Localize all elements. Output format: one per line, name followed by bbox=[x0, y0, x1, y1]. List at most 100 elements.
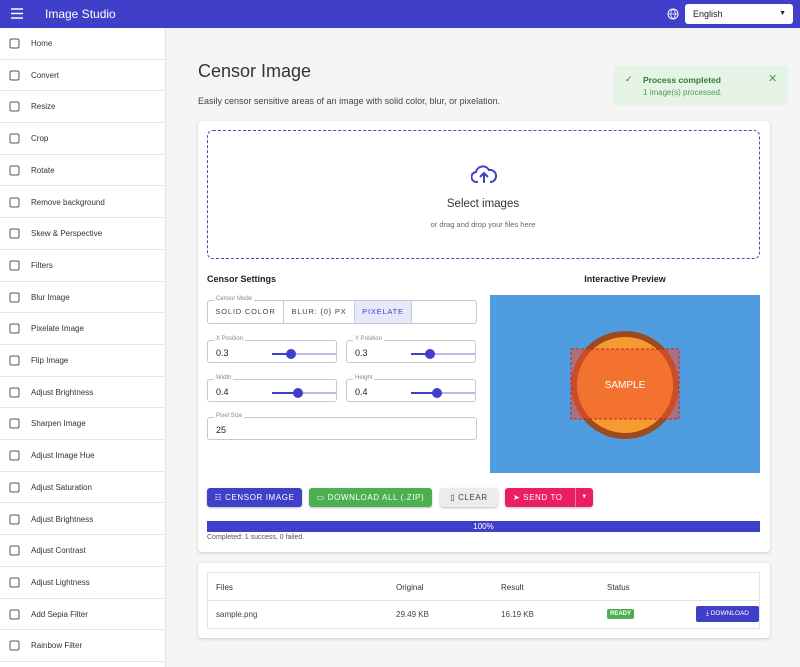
toast-message: 1 image(s) processed. bbox=[643, 88, 723, 97]
progress-bar: 100% bbox=[207, 521, 760, 532]
sidebar-label: Resize bbox=[31, 102, 56, 112]
table-header: Original bbox=[396, 583, 424, 592]
toast-close[interactable]: ✕ bbox=[768, 73, 778, 85]
field-value: 0.3 bbox=[216, 348, 229, 358]
sidebar-item[interactable]: Adjust Brightness bbox=[0, 377, 166, 409]
sidebar-label: Skew & Perspective bbox=[31, 229, 103, 239]
sidebar-item[interactable]: Pixelate Image bbox=[0, 313, 166, 345]
sidebar-icon bbox=[9, 70, 20, 81]
field-label: X Position bbox=[214, 336, 246, 342]
button-label: CLEAR bbox=[458, 493, 488, 502]
sidebar-item[interactable]: Adjust Contrast bbox=[0, 535, 166, 567]
field-value: 0.3 bbox=[355, 348, 368, 358]
mode-option[interactable]: SOLID COLOR bbox=[208, 301, 284, 323]
sidebar-item[interactable]: Rainbow Filter bbox=[0, 630, 166, 662]
table-cell: 29.49 KB bbox=[396, 610, 429, 619]
sidebar-icon bbox=[9, 165, 20, 176]
page-description: Easily censor sensitive areas of an imag… bbox=[198, 96, 501, 106]
sidebar: Home Convert Resize Crop Rotate Remove backgr… bbox=[0, 28, 166, 667]
button-label: DOWNLOAD ALL (.ZIP) bbox=[327, 493, 425, 502]
sidebar-icon bbox=[9, 197, 20, 207]
button-label: CENSOR IMAGE bbox=[225, 493, 295, 502]
sidebar-icon bbox=[9, 450, 20, 461]
slider-thumb[interactable] bbox=[431, 388, 442, 398]
progress-status: Completed: 1 success, 0 failed. bbox=[207, 534, 305, 541]
slider-thumb[interactable] bbox=[292, 388, 303, 398]
app-title: Image Studio bbox=[45, 7, 116, 21]
field-value: 25 bbox=[216, 425, 227, 435]
sidebar-icon bbox=[9, 133, 20, 144]
download-all-button[interactable]: ▭ DOWNLOAD ALL (.ZIP) bbox=[309, 488, 432, 507]
sidebar-label: Remove background bbox=[31, 197, 105, 207]
slider-track[interactable] bbox=[272, 349, 336, 359]
sidebar-item[interactable]: Remove background bbox=[0, 187, 166, 219]
sidebar-icon bbox=[9, 609, 20, 620]
dropzone-subtitle: or drag and drop your files here bbox=[430, 220, 536, 229]
table-header: Files bbox=[216, 583, 233, 592]
language-select[interactable]: English ▼ bbox=[685, 4, 793, 24]
button-label: SEND TO bbox=[523, 493, 563, 502]
slider-thumb[interactable] bbox=[425, 349, 436, 359]
sidebar-item[interactable]: Crop bbox=[0, 123, 166, 155]
sidebar-label: Rotate bbox=[31, 165, 55, 175]
dropzone[interactable]: Select images or drag and drop your file… bbox=[207, 130, 760, 259]
sidebar-icon bbox=[9, 514, 20, 524]
sidebar-icon bbox=[9, 418, 20, 429]
page-title: Censor Image bbox=[198, 61, 312, 81]
position-field: Height 0.4 bbox=[346, 375, 476, 402]
sidebar-label: Adjust Lightness bbox=[31, 577, 90, 587]
sidebar-label: Crop bbox=[31, 134, 49, 144]
field-label: Height bbox=[353, 375, 375, 381]
sidebar-item[interactable]: Rotate bbox=[0, 155, 166, 187]
table-divider bbox=[207, 600, 760, 601]
download-button[interactable]: ⤓ DOWNLOAD bbox=[696, 606, 759, 622]
sidebar-item[interactable]: Convert bbox=[0, 60, 166, 92]
field-value: 0.4 bbox=[216, 387, 229, 397]
sidebar-label: Flip Image bbox=[31, 356, 69, 365]
sidebar-item[interactable]: Add Sepia Filter bbox=[0, 599, 166, 631]
clear-button[interactable]: ▯ CLEAR bbox=[440, 488, 498, 507]
slider-track[interactable] bbox=[411, 388, 475, 398]
sidebar-item[interactable]: Flip Image bbox=[0, 345, 166, 377]
menu-icon[interactable] bbox=[11, 8, 23, 19]
preview-canvas: SAMPLE bbox=[490, 295, 760, 473]
sidebar-label: Adjust Image Hue bbox=[31, 451, 95, 461]
upload-icon bbox=[471, 165, 497, 183]
slider-track[interactable] bbox=[272, 388, 336, 398]
slider-fill bbox=[411, 392, 437, 394]
field-label: Censor Mode bbox=[214, 296, 255, 302]
sidebar-icon bbox=[9, 101, 20, 112]
send-to-button[interactable]: ➤ SEND TO ▼ bbox=[505, 488, 593, 507]
mode-option[interactable]: BLUR: {0} PX bbox=[284, 301, 355, 323]
preview-title: Interactive Preview bbox=[584, 274, 666, 284]
mode-option[interactable]: PIXELATE bbox=[355, 301, 412, 323]
sidebar-item[interactable]: Sharpen Image bbox=[0, 408, 166, 441]
sidebar-item[interactable]: Blur Image bbox=[0, 282, 166, 314]
sidebar-item[interactable]: Adjust Lightness bbox=[0, 567, 166, 599]
sidebar-label: Sharpen Image bbox=[31, 419, 86, 429]
dropzone-title: Select images bbox=[446, 198, 520, 210]
sidebar-item[interactable]: Skew & Perspective bbox=[0, 218, 166, 250]
sidebar-icon bbox=[9, 228, 20, 239]
sidebar-item[interactable]: Home bbox=[0, 28, 166, 60]
sidebar-icon bbox=[9, 260, 20, 271]
sidebar-item[interactable]: Filters bbox=[0, 250, 166, 282]
sidebar-icon bbox=[9, 323, 20, 334]
sidebar-item[interactable]: Adjust Saturation bbox=[0, 472, 166, 504]
censor-button[interactable]: ☷ CENSOR IMAGE bbox=[207, 488, 302, 507]
pixel-size-field: Pixel Size 25 bbox=[207, 413, 477, 440]
slider-fill bbox=[272, 353, 292, 355]
sidebar-item[interactable]: Resize bbox=[0, 91, 166, 124]
sidebar-icon bbox=[9, 577, 20, 588]
toast: ✓ Process completed 1 image(s) processed… bbox=[613, 65, 788, 106]
top-bar: Image Studio English ▼ bbox=[0, 0, 800, 28]
slider-track[interactable] bbox=[411, 349, 475, 359]
sidebar-item[interactable]: Adjust Brightness bbox=[0, 504, 166, 536]
sidebar-label: Home bbox=[31, 39, 53, 48]
slider-thumb[interactable] bbox=[286, 349, 297, 359]
field-label: Y Position bbox=[353, 336, 384, 342]
settings-title: Censor Settings bbox=[207, 274, 277, 284]
sidebar-item[interactable]: Adjust Image Hue bbox=[0, 440, 166, 472]
position-field: X Position 0.3 bbox=[207, 336, 337, 363]
field-label: Width bbox=[214, 375, 234, 381]
